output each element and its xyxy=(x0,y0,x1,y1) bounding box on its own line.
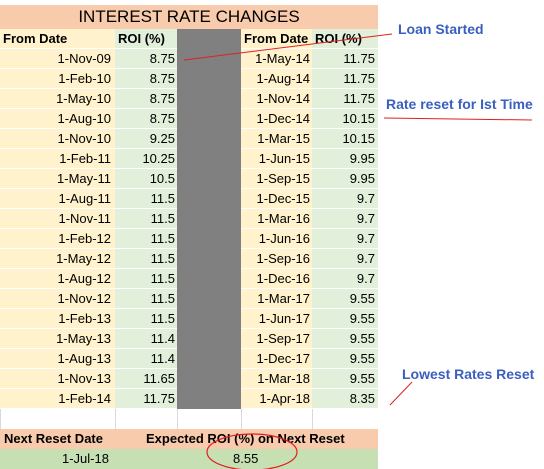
interest-rate-sheet: INTEREST RATE CHANGES From Date ROI (%) … xyxy=(0,5,378,469)
left-date-cell: 1-Aug-10 xyxy=(0,109,115,129)
right-roi-cell: 9.7 xyxy=(312,189,378,209)
right-roi-cell: 9.55 xyxy=(312,349,378,369)
left-date-cell: 1-Feb-13 xyxy=(0,309,115,329)
left-roi-cell: 11.65 xyxy=(115,369,177,389)
next-reset-date-label: Next Reset Date xyxy=(4,431,103,446)
right-date-cell: 1-Dec-16 xyxy=(241,269,312,289)
right-date-cell: 1-Dec-15 xyxy=(241,189,312,209)
left-roi-cell: 8.75 xyxy=(115,49,177,69)
right-date-cell: 1-Dec-17 xyxy=(241,349,312,369)
right-date-cell: 1-Jun-15 xyxy=(241,149,312,169)
left-roi-cell: 10.25 xyxy=(115,149,177,169)
right-roi-cell: 11.75 xyxy=(312,49,378,69)
footer-header-row: Next Reset Date Expected ROI (%) on Next… xyxy=(0,429,378,449)
footer-value-row: 1-Jul-18 8.55 xyxy=(0,449,378,469)
left-date-cell: 1-Feb-10 xyxy=(0,69,115,89)
right-date-cell: 1-Nov-14 xyxy=(241,89,312,109)
right-roi-cell: 9.55 xyxy=(312,369,378,389)
left-date-cell: 1-May-12 xyxy=(0,249,115,269)
right-date-cell: 1-Aug-14 xyxy=(241,69,312,89)
left-roi-cell: 11.75 xyxy=(115,389,177,409)
left-roi-cell: 11.5 xyxy=(115,269,177,289)
left-roi-cell: 10.5 xyxy=(115,169,177,189)
left-date-cell: 1-May-10 xyxy=(0,89,115,109)
lowest-rate-pointer xyxy=(389,381,413,406)
left-from-date-header: From Date xyxy=(0,29,115,49)
right-roi-cell: 9.95 xyxy=(312,169,378,189)
sheet-title: INTEREST RATE CHANGES xyxy=(0,5,378,29)
left-roi-cell: 11.5 xyxy=(115,309,177,329)
separator-column xyxy=(177,29,241,409)
left-roi-cell: 8.75 xyxy=(115,69,177,89)
left-roi-cell: 11.4 xyxy=(115,329,177,349)
left-roi-cell: 11.5 xyxy=(115,189,177,209)
left-date-cell: 1-Nov-13 xyxy=(0,369,115,389)
left-roi-cell: 8.75 xyxy=(115,89,177,109)
next-reset-date-value: 1-Jul-18 xyxy=(62,451,109,466)
right-roi-cell: 9.7 xyxy=(312,209,378,229)
left-date-cell: 1-Feb-11 xyxy=(0,149,115,169)
rate-reset-annotation: Rate reset for Ist Time xyxy=(386,96,533,112)
lowest-rates-reset-annotation: Lowest Rates Reset xyxy=(402,366,535,382)
left-roi-cell: 11.5 xyxy=(115,249,177,269)
left-date-cell: 1-Aug-11 xyxy=(0,189,115,209)
blank-cell xyxy=(312,409,378,429)
left-roi-cell: 9.25 xyxy=(115,129,177,149)
left-date-cell: 1-Nov-09 xyxy=(0,49,115,69)
right-roi-header: ROI (%) xyxy=(312,29,378,49)
left-roi-cell: 11.4 xyxy=(115,349,177,369)
left-date-cell: 1-May-13 xyxy=(0,329,115,349)
right-roi-cell: 8.35 xyxy=(312,389,378,409)
left-roi-cell: 8.75 xyxy=(115,109,177,129)
right-date-cell: 1-Apr-18 xyxy=(241,389,312,409)
right-roi-cell: 10.15 xyxy=(312,109,378,129)
left-date-cell: 1-Feb-14 xyxy=(0,389,115,409)
right-roi-cell: 9.95 xyxy=(312,149,378,169)
left-roi-cell: 11.5 xyxy=(115,289,177,309)
left-date-cell: 1-Aug-13 xyxy=(0,349,115,369)
right-date-cell: 1-Sep-16 xyxy=(241,249,312,269)
blank-cell xyxy=(115,409,177,429)
right-from-date-header: From Date xyxy=(241,29,312,49)
right-roi-cell: 11.75 xyxy=(312,69,378,89)
right-roi-cell: 10.15 xyxy=(312,129,378,149)
expected-roi-value: 8.55 xyxy=(233,451,259,466)
right-date-cell: 1-Sep-15 xyxy=(241,169,312,189)
rate-reset-underline xyxy=(383,117,533,121)
left-date-cell: 1-Nov-11 xyxy=(0,209,115,229)
right-date-cell: 1-Mar-16 xyxy=(241,209,312,229)
right-roi-cell: 9.7 xyxy=(312,229,378,249)
right-roi-cell: 9.7 xyxy=(312,249,378,269)
left-date-cell: 1-Nov-10 xyxy=(0,129,115,149)
right-roi-cell: 9.7 xyxy=(312,269,378,289)
left-roi-cell: 11.5 xyxy=(115,229,177,249)
right-date-cell: 1-Mar-18 xyxy=(241,369,312,389)
loan-started-annotation: Loan Started xyxy=(398,21,484,37)
left-date-cell: 1-Nov-12 xyxy=(0,289,115,309)
left-date-cell: 1-Feb-12 xyxy=(0,229,115,249)
blank-cell xyxy=(0,409,115,429)
right-date-cell: 1-Jun-17 xyxy=(241,309,312,329)
left-roi-cell: 11.5 xyxy=(115,209,177,229)
right-date-cell: 1-Mar-17 xyxy=(241,289,312,309)
left-date-cell: 1-Aug-12 xyxy=(0,269,115,289)
right-date-cell: 1-May-14 xyxy=(241,49,312,69)
left-date-cell: 1-May-11 xyxy=(0,169,115,189)
right-roi-cell: 9.55 xyxy=(312,329,378,349)
right-roi-cell: 9.55 xyxy=(312,289,378,309)
right-date-cell: 1-Mar-15 xyxy=(241,129,312,149)
right-date-cell: 1-Dec-14 xyxy=(241,109,312,129)
right-date-cell: 1-Jun-16 xyxy=(241,229,312,249)
right-roi-cell: 9.55 xyxy=(312,309,378,329)
expected-roi-label: Expected ROI (%) on Next Reset xyxy=(146,431,345,446)
right-roi-cell: 11.75 xyxy=(312,89,378,109)
left-roi-header: ROI (%) xyxy=(115,29,177,49)
right-date-cell: 1-Sep-17 xyxy=(241,329,312,349)
blank-cell xyxy=(177,409,241,429)
blank-cell xyxy=(241,409,312,429)
